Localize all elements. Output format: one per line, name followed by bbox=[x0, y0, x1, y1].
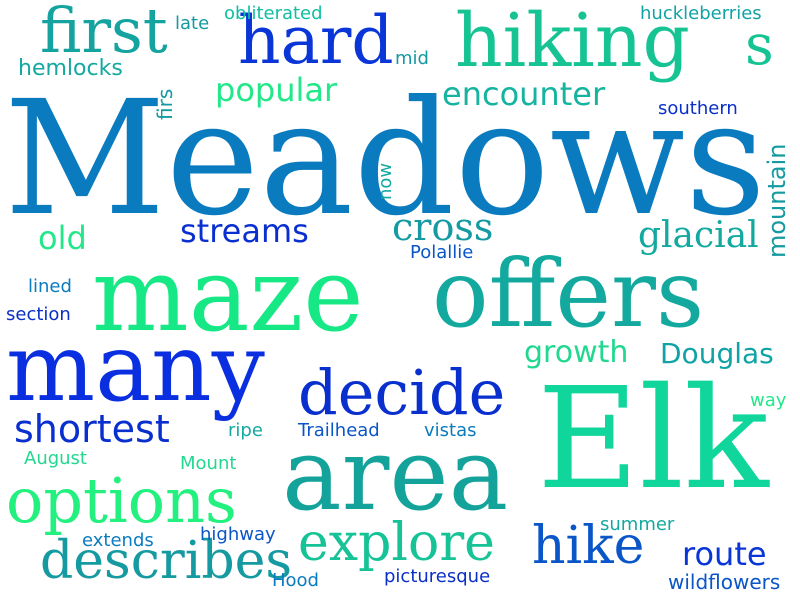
word-picturesque: picturesque bbox=[384, 566, 491, 587]
word-hike: hike bbox=[532, 516, 645, 576]
word-summer: summer bbox=[600, 514, 675, 535]
word-s: s bbox=[745, 13, 774, 78]
word-ripe: ripe bbox=[228, 420, 263, 441]
word-maze: maze bbox=[92, 236, 364, 355]
word-options: options bbox=[6, 464, 237, 537]
word-first: first bbox=[40, 0, 168, 67]
word-mountain: mountain bbox=[763, 143, 791, 258]
word-douglas: Douglas bbox=[660, 337, 774, 370]
word-trailhead: Trailhead bbox=[298, 420, 380, 441]
word-highway: highway bbox=[200, 524, 276, 545]
word-encounter: encounter bbox=[442, 75, 606, 113]
word-streams: streams bbox=[180, 212, 309, 250]
word-late: late bbox=[175, 13, 210, 34]
word-elk: Elk bbox=[537, 358, 769, 521]
word-many: many bbox=[6, 314, 265, 423]
word-way: way bbox=[750, 390, 787, 411]
word-mid: mid bbox=[395, 48, 429, 69]
word-hemlocks: hemlocks bbox=[18, 56, 123, 81]
word-hard: hard bbox=[238, 2, 394, 79]
word-route: route bbox=[682, 535, 767, 573]
word-extends: extends bbox=[82, 530, 154, 551]
word-glacial: glacial bbox=[638, 215, 759, 256]
word-popular: popular bbox=[215, 71, 338, 109]
word-now: now bbox=[375, 162, 396, 200]
word-offers: offers bbox=[432, 240, 705, 349]
word-huckleberries: huckleberries bbox=[640, 3, 762, 24]
word-vistas: vistas bbox=[424, 420, 477, 441]
word-meadows: Meadows bbox=[4, 67, 767, 251]
word-polallie: Polallie bbox=[410, 242, 474, 263]
word-shortest: shortest bbox=[14, 407, 170, 451]
word-hood: Hood bbox=[272, 570, 319, 591]
word-growth: growth bbox=[524, 335, 629, 370]
word-wildflowers: wildflowers bbox=[668, 570, 781, 594]
word-mount: Mount bbox=[180, 453, 237, 474]
word-obliterated: obliterated bbox=[224, 3, 323, 24]
word-decide: decide bbox=[298, 356, 506, 429]
word-old: old bbox=[38, 219, 87, 257]
word-area: area bbox=[282, 416, 509, 533]
word-explore: explore bbox=[298, 513, 495, 573]
word-firs: firs bbox=[153, 88, 177, 120]
word-lined: lined bbox=[28, 276, 72, 297]
word-hiking: hiking bbox=[455, 0, 690, 84]
word-cross: cross bbox=[392, 205, 494, 249]
word-august: August bbox=[24, 448, 87, 469]
word-describes: describes bbox=[40, 531, 293, 591]
word-section: section bbox=[6, 304, 71, 325]
word-southern: southern bbox=[658, 98, 738, 119]
